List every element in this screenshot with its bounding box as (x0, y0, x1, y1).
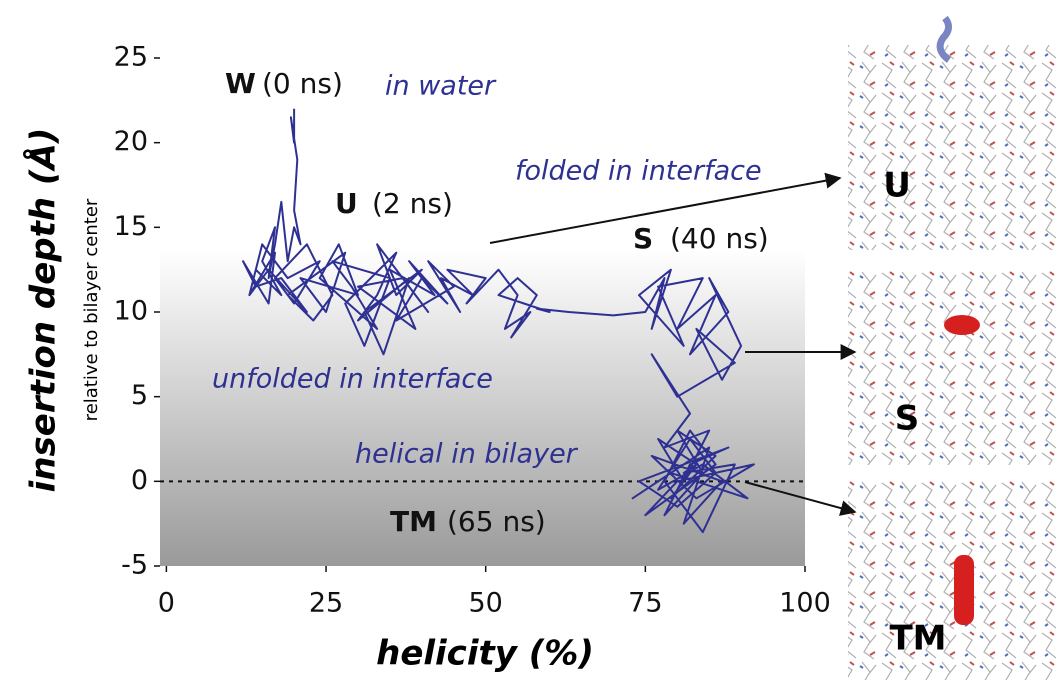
x-axis-label: helicity (%) (376, 634, 594, 674)
membrane-panel (848, 45, 1058, 250)
arrow (744, 481, 857, 516)
annotation: folded in interface (515, 156, 762, 187)
arrow (489, 172, 842, 244)
y-tick-label: -5 (121, 550, 148, 581)
trajectory (242, 108, 755, 534)
peptide (944, 315, 980, 335)
y-tick-label: 10 (114, 296, 148, 327)
annotation: (65 ns) (447, 505, 546, 538)
panel-label: S (895, 399, 920, 439)
x-tick-label: 75 (628, 588, 662, 619)
annotation: W (225, 67, 256, 100)
panels: U S TM (848, 15, 1058, 680)
y-axis-sublabel: relative to bilayer center (81, 198, 102, 421)
annotation: U (335, 187, 358, 220)
peptide (936, 15, 952, 63)
x-tick-label: 100 (779, 588, 831, 619)
membrane-panel (848, 270, 1058, 465)
y-tick-label: 5 (131, 380, 148, 411)
peptide (954, 555, 974, 625)
y-tick-label: 25 (114, 42, 148, 73)
annotation: S (633, 222, 653, 255)
x-tick-label: 25 (309, 588, 343, 619)
annotation: helical in bilayer (355, 439, 579, 470)
y-tick-label: 0 (131, 465, 148, 496)
x-tick-label: 0 (158, 588, 175, 619)
x-tick-label: 50 (469, 588, 503, 619)
annotation: (40 ns) (670, 222, 769, 255)
annotation: (2 ns) (372, 187, 453, 220)
y-tick-label: 20 (114, 126, 148, 157)
panel-label: U (883, 166, 911, 206)
membrane-panel (848, 480, 1058, 680)
y-tick-label: 15 (114, 211, 148, 242)
y-axis-label: insertion depth (Å) (23, 128, 64, 493)
annotation: (0 ns) (262, 67, 343, 100)
panel-label: TM (889, 619, 946, 659)
annotation: in water (385, 71, 497, 102)
annotation: unfolded in interface (212, 364, 493, 395)
annotation: TM (390, 505, 437, 538)
